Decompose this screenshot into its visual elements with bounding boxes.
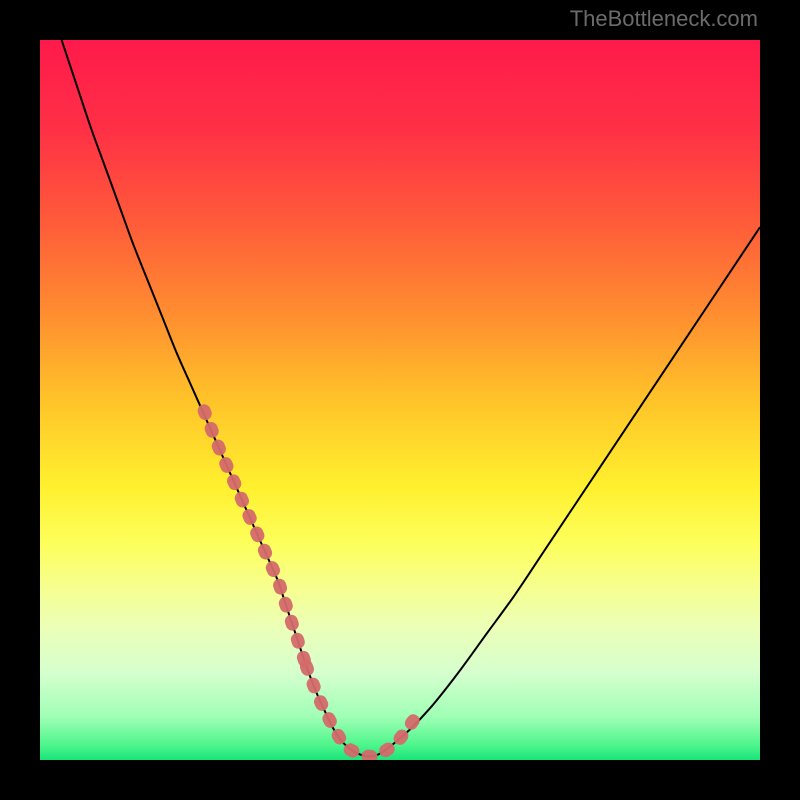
- plot-area: [40, 40, 760, 760]
- gradient-background: [40, 40, 760, 760]
- watermark-text: TheBottleneck.com: [570, 6, 758, 32]
- chart-svg: [40, 40, 760, 760]
- outer-frame: TheBottleneck.com: [0, 0, 800, 800]
